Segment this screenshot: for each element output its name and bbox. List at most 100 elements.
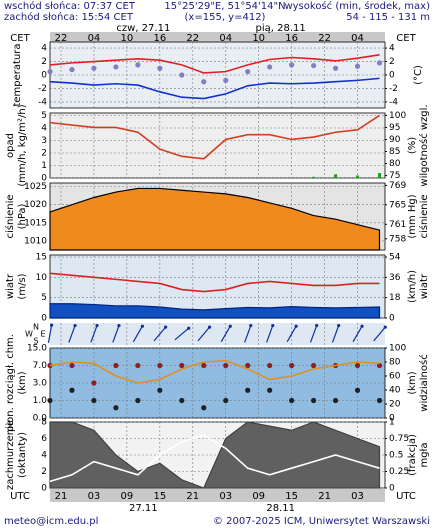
series-dot xyxy=(311,62,317,69)
series-dot xyxy=(376,60,383,66)
series-dot xyxy=(332,65,339,71)
series-dot xyxy=(157,362,163,369)
wind-arrow xyxy=(112,325,120,343)
y-tick-label: 4 xyxy=(41,451,47,461)
series-dot xyxy=(201,405,207,411)
wind-arrow-head xyxy=(383,325,387,329)
y2-tick-label: 0 xyxy=(389,484,395,494)
series-dot xyxy=(376,397,383,404)
series-dot xyxy=(289,62,295,68)
time-zone: CET xyxy=(10,33,30,44)
elevation: 54 - 115 - 131 m xyxy=(346,12,430,23)
y-tick-label: 7.0 xyxy=(33,361,48,371)
y2-tick-label: 0.5 xyxy=(389,451,403,461)
y-tick-label: 2 xyxy=(41,57,47,67)
wind-arrow-head xyxy=(228,324,232,328)
precip-bar xyxy=(356,175,360,178)
y-tick-label: 3 xyxy=(41,136,47,146)
series-dot xyxy=(245,362,251,369)
time-tick-label: 22 xyxy=(318,33,331,44)
series-dot xyxy=(47,69,53,75)
panel-background xyxy=(50,323,385,345)
series-dot xyxy=(113,64,119,70)
wind-arrow-head xyxy=(207,325,212,329)
axis-label: (km) xyxy=(407,371,418,394)
series-dot xyxy=(179,72,185,78)
series-area xyxy=(49,421,381,489)
y2-tick-label: 769 xyxy=(389,181,406,191)
series-dot xyxy=(201,79,207,85)
wind-arrow-head xyxy=(360,324,364,328)
axis-label: mgła xyxy=(419,442,430,467)
y2-tick-label: 758 xyxy=(389,234,406,244)
y2-tick-label: 54 xyxy=(389,253,401,263)
series-dot xyxy=(376,362,383,369)
y2-tick-label: 40 xyxy=(389,386,401,396)
y-tick-label: 3.0 xyxy=(33,379,48,389)
wind-arrow xyxy=(90,325,98,343)
time-tick-label: 10 xyxy=(121,33,134,44)
series-dot xyxy=(47,397,53,404)
series-dot xyxy=(91,65,97,71)
wind-arrow xyxy=(174,327,190,341)
compass-label: N xyxy=(33,323,39,332)
series-dot xyxy=(245,69,251,75)
y-tick-label: 4 xyxy=(41,44,47,54)
time-tick-label: 15 xyxy=(153,491,166,502)
axis-label: wiatr xyxy=(419,273,430,299)
wind-arrow-head xyxy=(73,323,77,328)
axis-label: (°C) xyxy=(413,65,424,85)
y-tick-label: 0 xyxy=(41,314,47,324)
axis-label: opad xyxy=(5,133,16,158)
y2-tick-label: 90 xyxy=(389,135,401,145)
y-tick-label: 0 xyxy=(41,71,47,81)
y2-tick-label: -2 xyxy=(389,84,398,94)
y-tick-label: 1020 xyxy=(24,200,47,210)
y-tick-label: 1025 xyxy=(24,182,47,192)
time-tick-label: 22 xyxy=(55,33,68,44)
series-dot xyxy=(267,362,273,369)
y2-tick-label: 18 xyxy=(389,293,401,303)
wind-arrow-head xyxy=(315,323,319,328)
time-tick-label: 15 xyxy=(285,491,298,502)
series-dot xyxy=(69,67,75,73)
series-dot xyxy=(267,387,273,393)
y-tick-label: 0.0 xyxy=(33,414,48,424)
y2-tick-label: 4 xyxy=(389,44,395,54)
coords: 15°25'29"E, 51°54'14"N xyxy=(164,1,285,12)
series-dot xyxy=(69,362,75,369)
y-tick-label: -2 xyxy=(38,84,47,94)
series-dot xyxy=(179,397,185,404)
axis-label: wiatr xyxy=(5,273,16,299)
wind-arrow-head xyxy=(140,324,144,328)
wind-arrow-head xyxy=(49,323,54,327)
y2-tick-label: 80 xyxy=(389,159,401,169)
y2-tick-label: 0 xyxy=(389,414,395,424)
time-zone: UTC xyxy=(10,491,30,502)
y-tick-label: 15.0 xyxy=(27,344,47,354)
time-tick-label: 16 xyxy=(285,33,298,44)
series-dot xyxy=(223,362,229,369)
series-line xyxy=(49,77,380,100)
y2-tick-label: 20 xyxy=(389,400,401,410)
y2-tick-label: 2 xyxy=(389,57,395,67)
wind-arrow xyxy=(244,325,252,343)
axis-label: (hPa) xyxy=(17,203,28,229)
y-tick-label: 2 xyxy=(41,467,47,477)
date-label: 27.11 xyxy=(129,503,158,514)
time-tick-label: 04 xyxy=(351,33,364,44)
y2-tick-label: 75 xyxy=(389,171,400,181)
y2-tick-label: 100 xyxy=(389,111,406,121)
wind-arrow xyxy=(132,325,143,343)
time-tick-label: 09 xyxy=(252,491,265,502)
time-tick-label: 04 xyxy=(88,33,101,44)
series-dot xyxy=(157,387,163,393)
time-tick-label: 21 xyxy=(318,491,331,502)
y2-tick-label: 765 xyxy=(389,200,406,210)
axis-label: (mm Hg) xyxy=(407,194,418,238)
wind-arrow xyxy=(47,325,53,343)
y-tick-label: 1015 xyxy=(24,218,47,228)
compass-label: S xyxy=(33,337,38,346)
series-dot xyxy=(332,397,339,404)
